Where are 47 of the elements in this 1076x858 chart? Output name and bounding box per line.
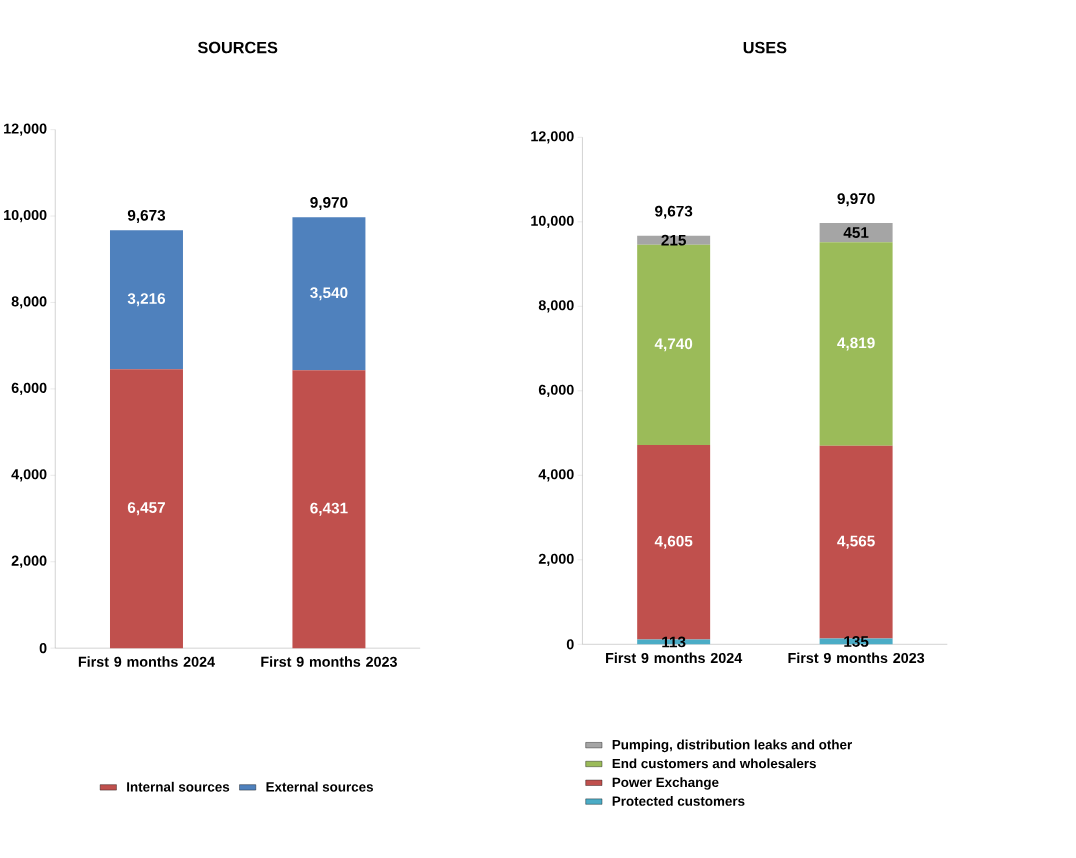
data-label: 3,540 xyxy=(310,287,348,301)
total-label: 9,673 xyxy=(127,209,166,223)
bar xyxy=(637,244,711,445)
chart-title: USES xyxy=(743,41,787,54)
bar xyxy=(819,241,893,446)
legend-label: Internal sources xyxy=(127,781,230,792)
y-tick-label: 10,000 xyxy=(531,215,574,228)
legend-label: Pumping, distribution leaks and other xyxy=(612,739,852,752)
data-label: 215 xyxy=(661,234,686,246)
bar xyxy=(819,222,893,242)
legend-label: Protected customers xyxy=(612,795,745,806)
bar xyxy=(109,368,183,648)
y-tick-label: 0 xyxy=(39,642,47,654)
data-label: 4,565 xyxy=(837,535,875,549)
y-tick-label: 6,000 xyxy=(11,382,47,395)
legend-label: End customers and wholesalers xyxy=(612,758,816,769)
data-label: 4,605 xyxy=(654,535,693,549)
data-label: 6,457 xyxy=(127,501,165,515)
chart-title: SOURCES xyxy=(197,41,278,54)
total-label: 9,673 xyxy=(655,205,693,219)
data-label: 6,431 xyxy=(310,502,348,516)
total-label: 9,970 xyxy=(837,192,875,207)
data-label: 4,740 xyxy=(654,338,693,352)
y-tick-label: 12,000 xyxy=(531,130,574,144)
legend-label: Power Exchange xyxy=(612,776,719,790)
y-tick-label: 12,000 xyxy=(4,123,47,136)
y-tick-label: 4,000 xyxy=(538,468,574,482)
bar xyxy=(109,229,183,369)
x-tick-label: First 9 months 2023 xyxy=(261,656,397,667)
data-label: 3,216 xyxy=(127,292,166,306)
y-tick-label: 0 xyxy=(566,639,574,650)
x-tick-label: First 9 months 2023 xyxy=(788,652,925,663)
y-tick-label: 2,000 xyxy=(538,553,574,566)
total-label: 9,970 xyxy=(310,196,348,210)
data-label: 4,819 xyxy=(837,337,875,351)
y-tick-label: 4,000 xyxy=(11,468,47,482)
legend-label: External sources xyxy=(266,781,373,792)
y-tick-label: 6,000 xyxy=(538,384,574,397)
y-tick-label: 8,000 xyxy=(538,299,574,313)
data-label: 451 xyxy=(843,227,869,238)
y-tick-label: 8,000 xyxy=(11,296,47,309)
y-tick-label: 10,000 xyxy=(4,209,47,222)
y-tick-label: 2,000 xyxy=(11,555,47,568)
x-tick-label: First 9 months 2024 xyxy=(606,652,743,663)
x-tick-label: First 9 months 2024 xyxy=(78,656,215,667)
bar xyxy=(292,370,366,648)
bar xyxy=(292,217,366,371)
